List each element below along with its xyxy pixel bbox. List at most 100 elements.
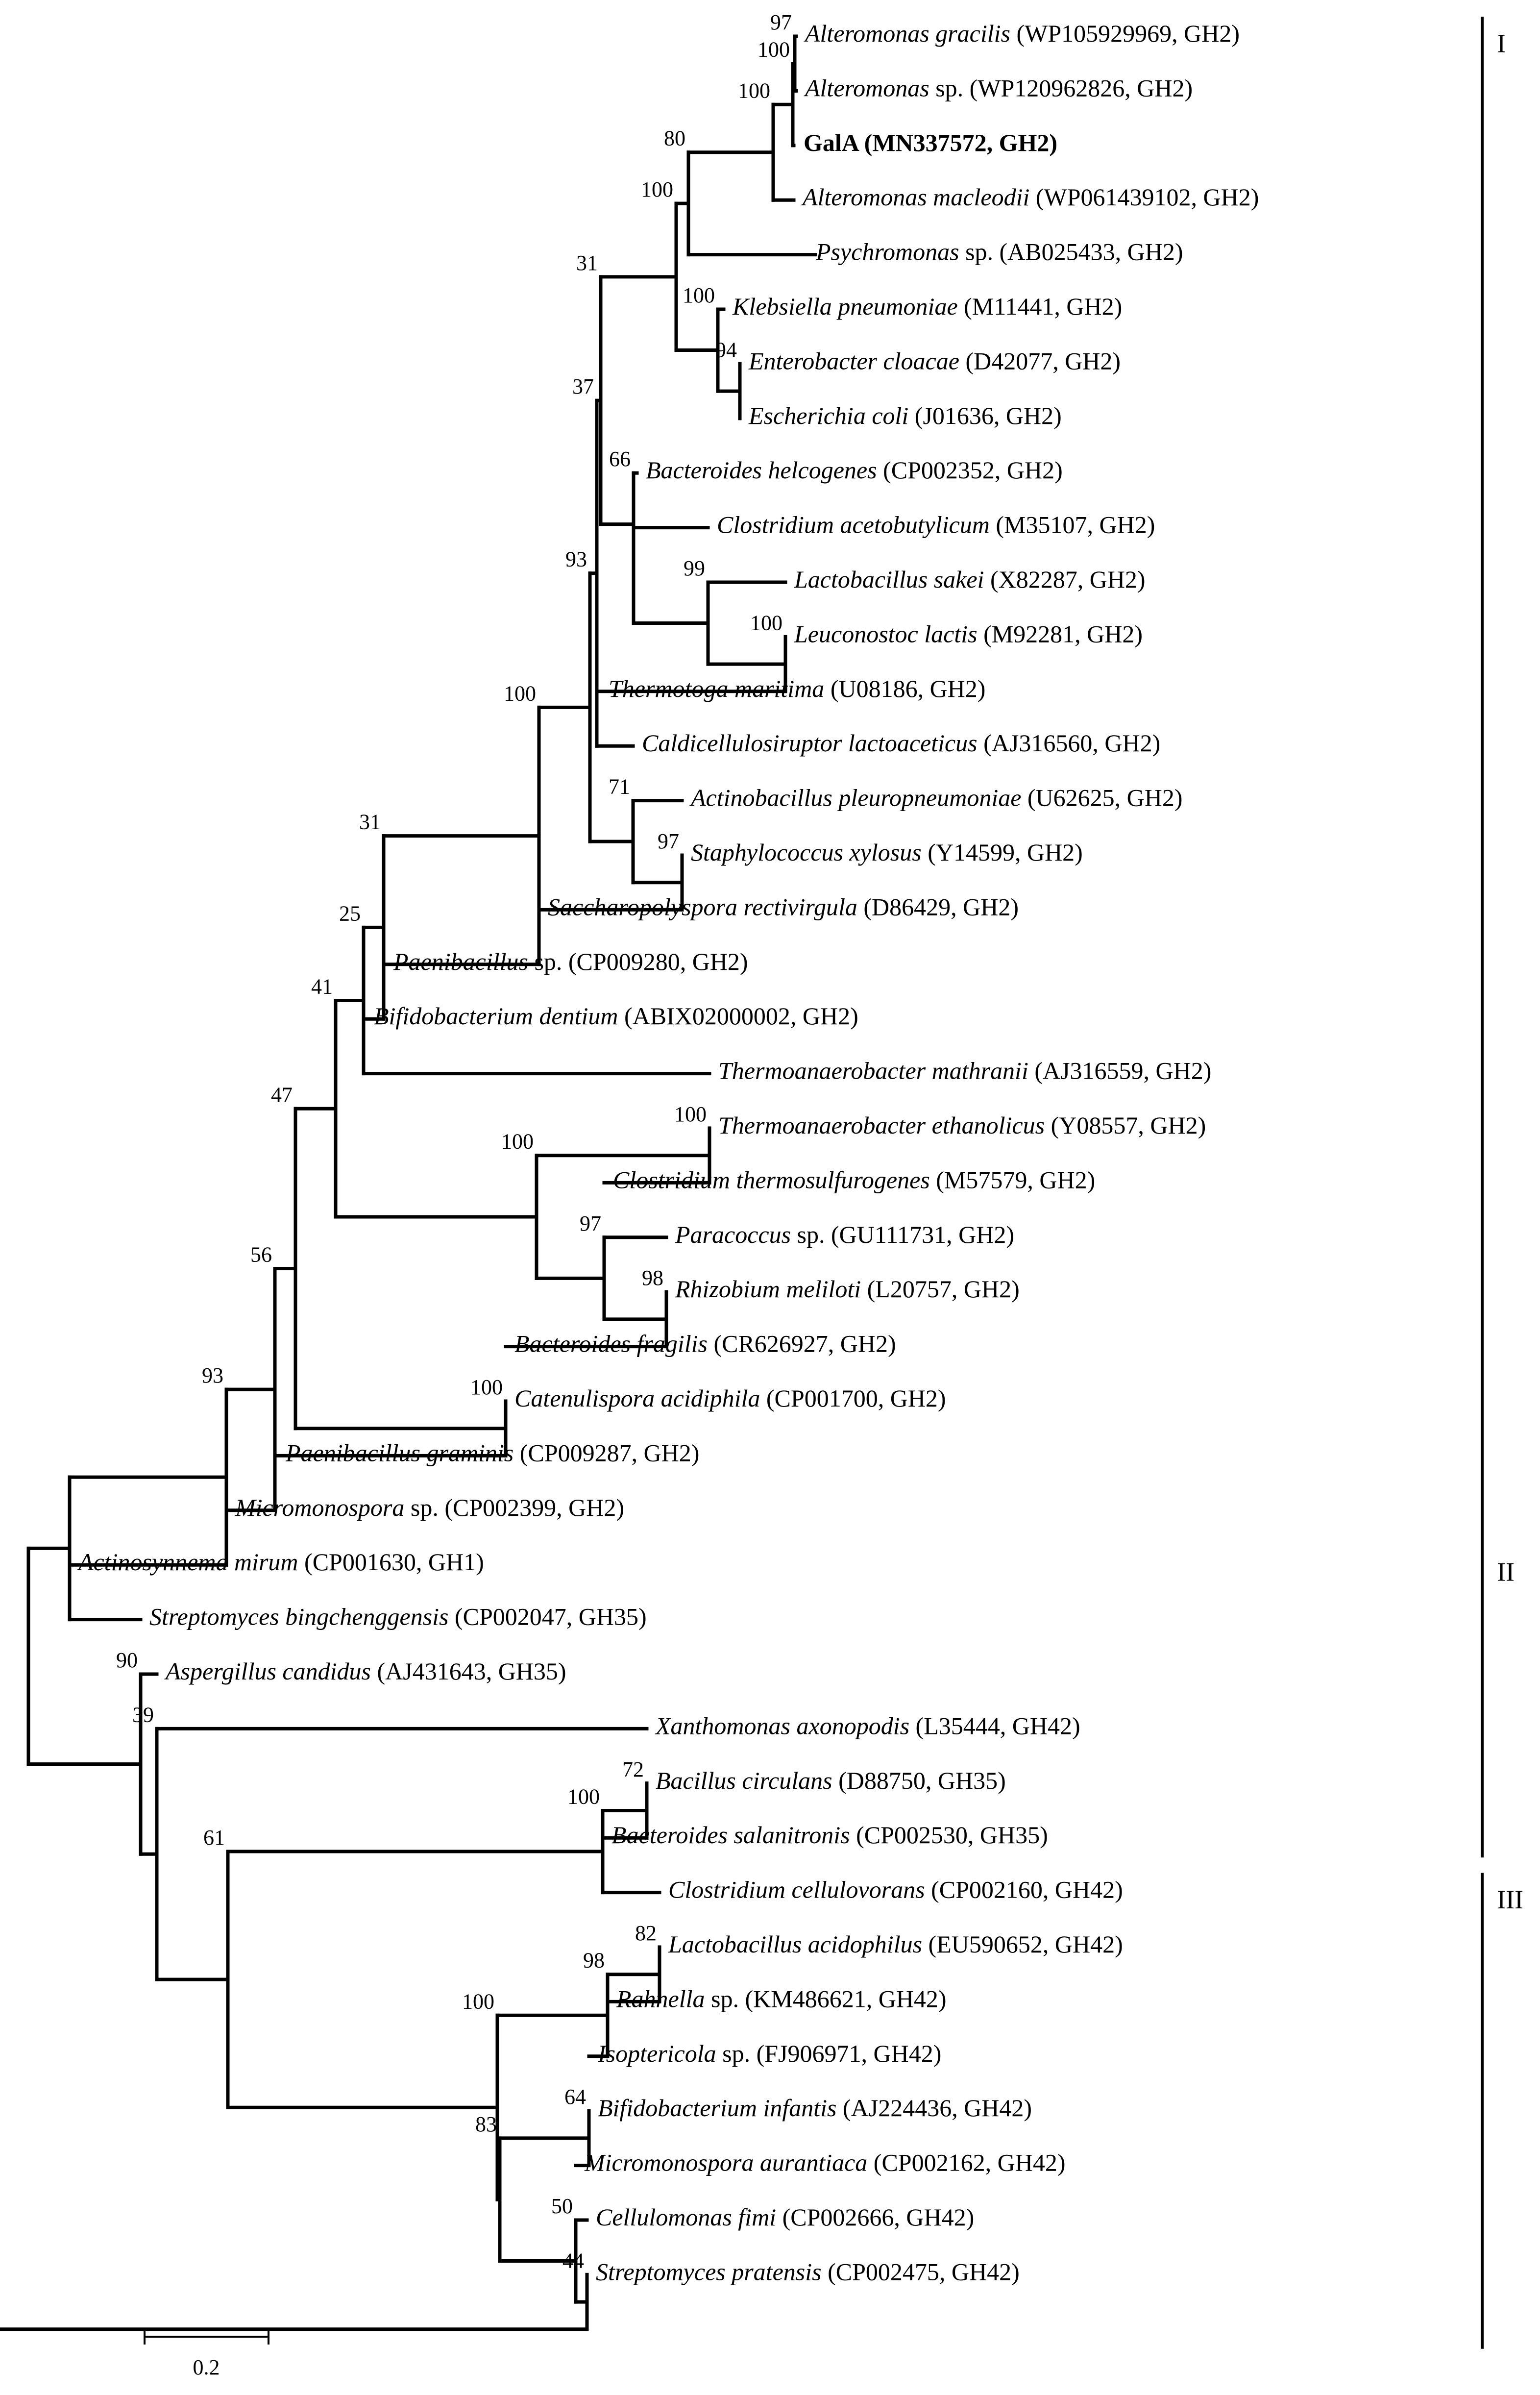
taxon-accession: (J01636, GH2) <box>908 402 1061 429</box>
taxon-accession: (U08186, GH2) <box>824 675 985 702</box>
taxon-species-name: Aspergillus candidus <box>164 1657 371 1685</box>
bootstrap-value: 100 <box>470 1375 503 1399</box>
taxon-label: Micromonospora aurantiaca (CP002162, GH4… <box>584 2149 1065 2176</box>
taxon-label: Thermoanaerobacter ethanolicus (Y08557, … <box>718 1111 1206 1139</box>
taxon-label: Staphylococcus xylosus (Y14599, GH2) <box>691 839 1083 866</box>
taxon-accession: (CP002162, GH42) <box>867 2149 1065 2176</box>
bootstrap-value: 98 <box>642 1266 663 1290</box>
taxon-accession: (M92281, GH2) <box>978 620 1143 648</box>
taxon-species-name: Alteromonas gracilis <box>804 20 1010 47</box>
taxon-species-name: Thermotoga maritima <box>609 675 824 702</box>
taxon-species-name: Clostridium thermosulfurogenes <box>613 1166 930 1194</box>
taxon-label: Alteromonas sp. (WP120962826, GH2) <box>804 74 1193 102</box>
bootstrap-value: 97 <box>658 829 679 853</box>
taxon-accession: (U62625, GH2) <box>1021 784 1182 812</box>
clade-label: III <box>1497 1885 1523 1914</box>
taxon-label: Rahnella sp. (KM486621, GH42) <box>616 1985 947 2013</box>
bootstrap-value: 31 <box>576 251 598 275</box>
taxon-accession: (CP001630, GH1) <box>298 1549 484 1576</box>
taxon-accession: (D86429, GH2) <box>857 893 1019 921</box>
taxon-label: Micromonospora sp. (CP002399, GH2) <box>235 1494 624 1521</box>
bootstrap-value: 100 <box>462 1989 494 2013</box>
bootstrap-value: 100 <box>750 611 782 635</box>
taxon-species-name: Bifidobacterium infantis <box>598 2095 836 2122</box>
bootstrap-value: 56 <box>250 1242 272 1266</box>
taxon-accession: sp. (CP002399, GH2) <box>404 1494 624 1521</box>
bootstrap-value: 100 <box>501 1130 534 1154</box>
taxon-species-name: Micromonospora aurantiaca <box>584 2149 867 2176</box>
taxon-label: Clostridium thermosulfurogenes (M57579, … <box>613 1166 1095 1194</box>
taxon-accession: sp. (CP009280, GH2) <box>528 948 748 975</box>
taxon-species-name: Xanthomonas axonopodis <box>655 1712 909 1740</box>
taxon-accession: sp. (AB025433, GH2) <box>959 238 1183 266</box>
taxon-species-name: Actinosynnema mirum <box>77 1549 298 1576</box>
bootstrap-value: 93 <box>565 547 587 571</box>
taxon-label: Bacillus circulans (D88750, GH35) <box>656 1767 1006 1794</box>
bootstrap-value: 90 <box>116 1648 138 1672</box>
taxon-accession: sp. (WP120962826, GH2) <box>929 74 1193 102</box>
taxon-accession: (WP105929969, GH2) <box>1010 20 1240 47</box>
bootstrap-value: 47 <box>271 1083 293 1107</box>
clade-label: II <box>1497 1557 1515 1587</box>
taxon-accession: (Y14599, GH2) <box>922 839 1083 866</box>
bootstrap-value: 66 <box>609 447 631 471</box>
bootstrap-value: 72 <box>622 1757 644 1781</box>
taxon-label: Paenibacillus graminis (CP009287, GH2) <box>285 1439 699 1467</box>
bootstrap-value: 83 <box>475 2112 497 2136</box>
bootstrap-value: 99 <box>684 556 705 580</box>
taxon-label: Paenibacillus sp. (CP009280, GH2) <box>393 948 748 975</box>
taxon-accession: (AJ316560, GH2) <box>978 730 1161 757</box>
bootstrap-value: 100 <box>738 78 770 102</box>
taxon-species-name: Caldicellulosiruptor lactoaceticus <box>642 730 978 757</box>
taxon-species-name: Thermoanaerobacter mathranii <box>718 1057 1028 1085</box>
bootstrap-value: 71 <box>609 775 630 799</box>
taxon-label: Cellulomonas fimi (CP002666, GH42) <box>596 2203 974 2231</box>
bootstrap-value: 25 <box>339 901 361 925</box>
taxon-label: Aspergillus candidus (AJ431643, GH35) <box>164 1657 566 1685</box>
taxon-species-name: Bacteroides fragilis <box>514 1330 708 1358</box>
taxon-label: Leuconostoc lactis (M92281, GH2) <box>794 620 1143 648</box>
taxon-species-name: Actinobacillus pleuropneumoniae <box>689 784 1021 812</box>
taxon-label: Bacteroides helcogenes (CP002352, GH2) <box>646 457 1063 484</box>
bootstrap-value: 31 <box>359 810 381 834</box>
taxon-species-name: Clostridium acetobutylicum <box>717 511 990 539</box>
taxon-accession: (CP002160, GH42) <box>925 1876 1123 1903</box>
taxon-label: Lactobacillus sakei (X82287, GH2) <box>794 566 1146 593</box>
taxon-accession: sp. (FJ906971, GH42) <box>716 2040 942 2067</box>
taxon-species-name: Enterobacter cloacae <box>748 347 959 375</box>
taxon-label: Rhizobium meliloti (L20757, GH2) <box>675 1276 1020 1303</box>
taxon-species-name: Staphylococcus xylosus <box>691 839 922 866</box>
taxon-species-name: Bacteroides salanitronis <box>611 1822 850 1849</box>
bootstrap-value: 100 <box>674 1102 707 1126</box>
taxon-accession: sp. (GU111731, GH2) <box>791 1221 1014 1248</box>
taxon-species-name: Streptomyces pratensis <box>596 2258 822 2286</box>
taxon-accession: (CP001700, GH2) <box>760 1384 946 1412</box>
bootstrap-value: 80 <box>664 126 685 150</box>
taxon-accession: (CP002352, GH2) <box>877 457 1063 484</box>
taxon-label: Clostridium cellulovorans (CP002160, GH4… <box>668 1876 1123 1903</box>
taxon-label: Thermotoga maritima (U08186, GH2) <box>609 675 985 702</box>
bootstrap-value: 100 <box>758 38 790 62</box>
taxon-species-name: Klebsiella pneumoniae <box>732 293 958 320</box>
bootstrap-value: 37 <box>572 374 594 398</box>
scale-bar-label: 0.2 <box>193 2355 220 2379</box>
taxon-label: Caldicellulosiruptor lactoaceticus (AJ31… <box>642 730 1160 757</box>
taxon-accession: (CP002530, GH35) <box>850 1822 1048 1849</box>
taxon-label: GalA (MN337572, GH2) <box>804 129 1057 156</box>
bootstrap-value: 44 <box>562 2248 584 2272</box>
taxon-species-name: Lactobacillus sakei <box>794 566 984 593</box>
bootstrap-value: 100 <box>683 283 715 307</box>
taxon-label: Actinobacillus pleuropneumoniae (U62625,… <box>689 784 1183 812</box>
taxon-labels: Alteromonas gracilis (WP105929969, GH2) A… <box>77 20 1259 2285</box>
taxon-label: Bifidobacterium dentium (ABIX02000002, G… <box>374 1003 858 1030</box>
taxon-accession: (EU590652, GH42) <box>922 1930 1123 1958</box>
taxon-label: Bifidobacterium infantis (AJ224436, GH42… <box>598 2095 1032 2122</box>
taxon-species-name: Escherichia coli <box>748 402 908 429</box>
bootstrap-value: 97 <box>770 10 792 34</box>
bootstrap-value: 50 <box>551 2194 573 2218</box>
taxon-label: Streptomyces bingchenggensis (CP002047, … <box>149 1603 647 1630</box>
taxon-label: Thermoanaerobacter mathranii (AJ316559, … <box>718 1057 1211 1085</box>
bootstrap-value: 93 <box>202 1363 223 1387</box>
taxon-accession: (D88750, GH35) <box>832 1767 1006 1794</box>
